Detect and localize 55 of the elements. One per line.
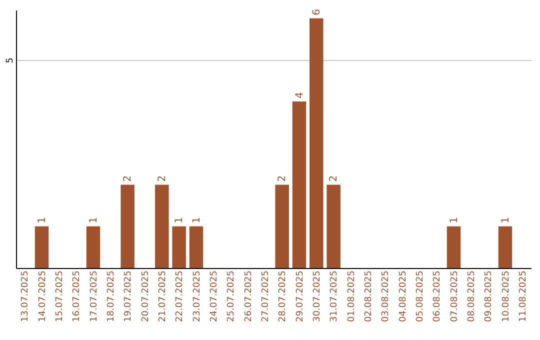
bar [172, 226, 186, 268]
data-label: 1 [191, 217, 202, 224]
x-tick-label: 16.07.2025 [72, 270, 82, 322]
x-tick-label: 18.07.2025 [106, 270, 116, 322]
data-label: 1 [88, 217, 100, 224]
x-tick-label: 11.08.2025 [518, 270, 528, 322]
data-label: 2 [328, 175, 340, 182]
x-tick-label: 21.07.2025 [158, 270, 168, 322]
bar [326, 184, 340, 268]
data-label: 1 [36, 217, 48, 224]
x-tick-label: 23.07.2025 [192, 270, 202, 322]
x-tick-label: 14.07.2025 [38, 270, 48, 322]
x-tick-label: 15.07.2025 [54, 270, 65, 322]
data-label: 1 [448, 217, 460, 224]
x-tick-label: 28.07.2025 [278, 270, 288, 322]
x-tick-label: 26.07.2025 [244, 270, 254, 322]
x-tick-label: 20.07.2025 [140, 270, 151, 322]
x-tick-label: 07.08.2025 [450, 270, 460, 322]
x-tick-label: 01.08.2025 [346, 270, 357, 322]
data-label: 1 [500, 217, 512, 224]
bar [310, 18, 324, 268]
data-label: 2 [277, 175, 288, 182]
data-label: 4 [294, 92, 306, 99]
x-tick-label: 25.07.2025 [226, 270, 237, 322]
bar [292, 102, 306, 268]
x-tick-label: 02.08.2025 [364, 270, 374, 322]
bar [155, 184, 169, 268]
bar [189, 226, 204, 268]
data-label: 6 [311, 8, 322, 16]
x-tick-label: 08.08.2025 [466, 270, 477, 322]
x-tick-label: 19.07.2025 [124, 270, 134, 322]
x-tick-label: 13.07.2025 [20, 270, 31, 322]
x-tick-label: 27.07.2025 [260, 270, 271, 322]
data-label: 1 [174, 217, 186, 224]
x-tick-label: 09.08.2025 [484, 270, 494, 322]
data-label: 2 [122, 175, 134, 182]
bar [34, 226, 49, 268]
x-tick-label: 03.08.2025 [381, 270, 392, 322]
bar [120, 184, 134, 268]
bar [498, 226, 512, 268]
x-tick-label: 06.08.2025 [432, 270, 443, 322]
x-tick-label: 30.07.2025 [312, 270, 322, 322]
bar [446, 226, 461, 268]
x-tick-label: 05.08.2025 [415, 270, 426, 322]
x-tick-label: 24.07.2025 [209, 270, 220, 322]
bar [275, 184, 289, 268]
x-tick-label: 22.07.2025 [175, 270, 186, 322]
x-tick-label: 04.08.2025 [398, 270, 408, 322]
x-tick-label: 31.07.2025 [330, 270, 340, 322]
x-tick-label: 29.07.2025 [295, 270, 306, 322]
x-tick-label: 17.07.2025 [89, 270, 100, 322]
x-tick-label: 10.08.2025 [501, 270, 512, 322]
bar [86, 226, 100, 268]
y-tick-label: 5 [6, 58, 16, 64]
data-label: 2 [156, 175, 168, 182]
